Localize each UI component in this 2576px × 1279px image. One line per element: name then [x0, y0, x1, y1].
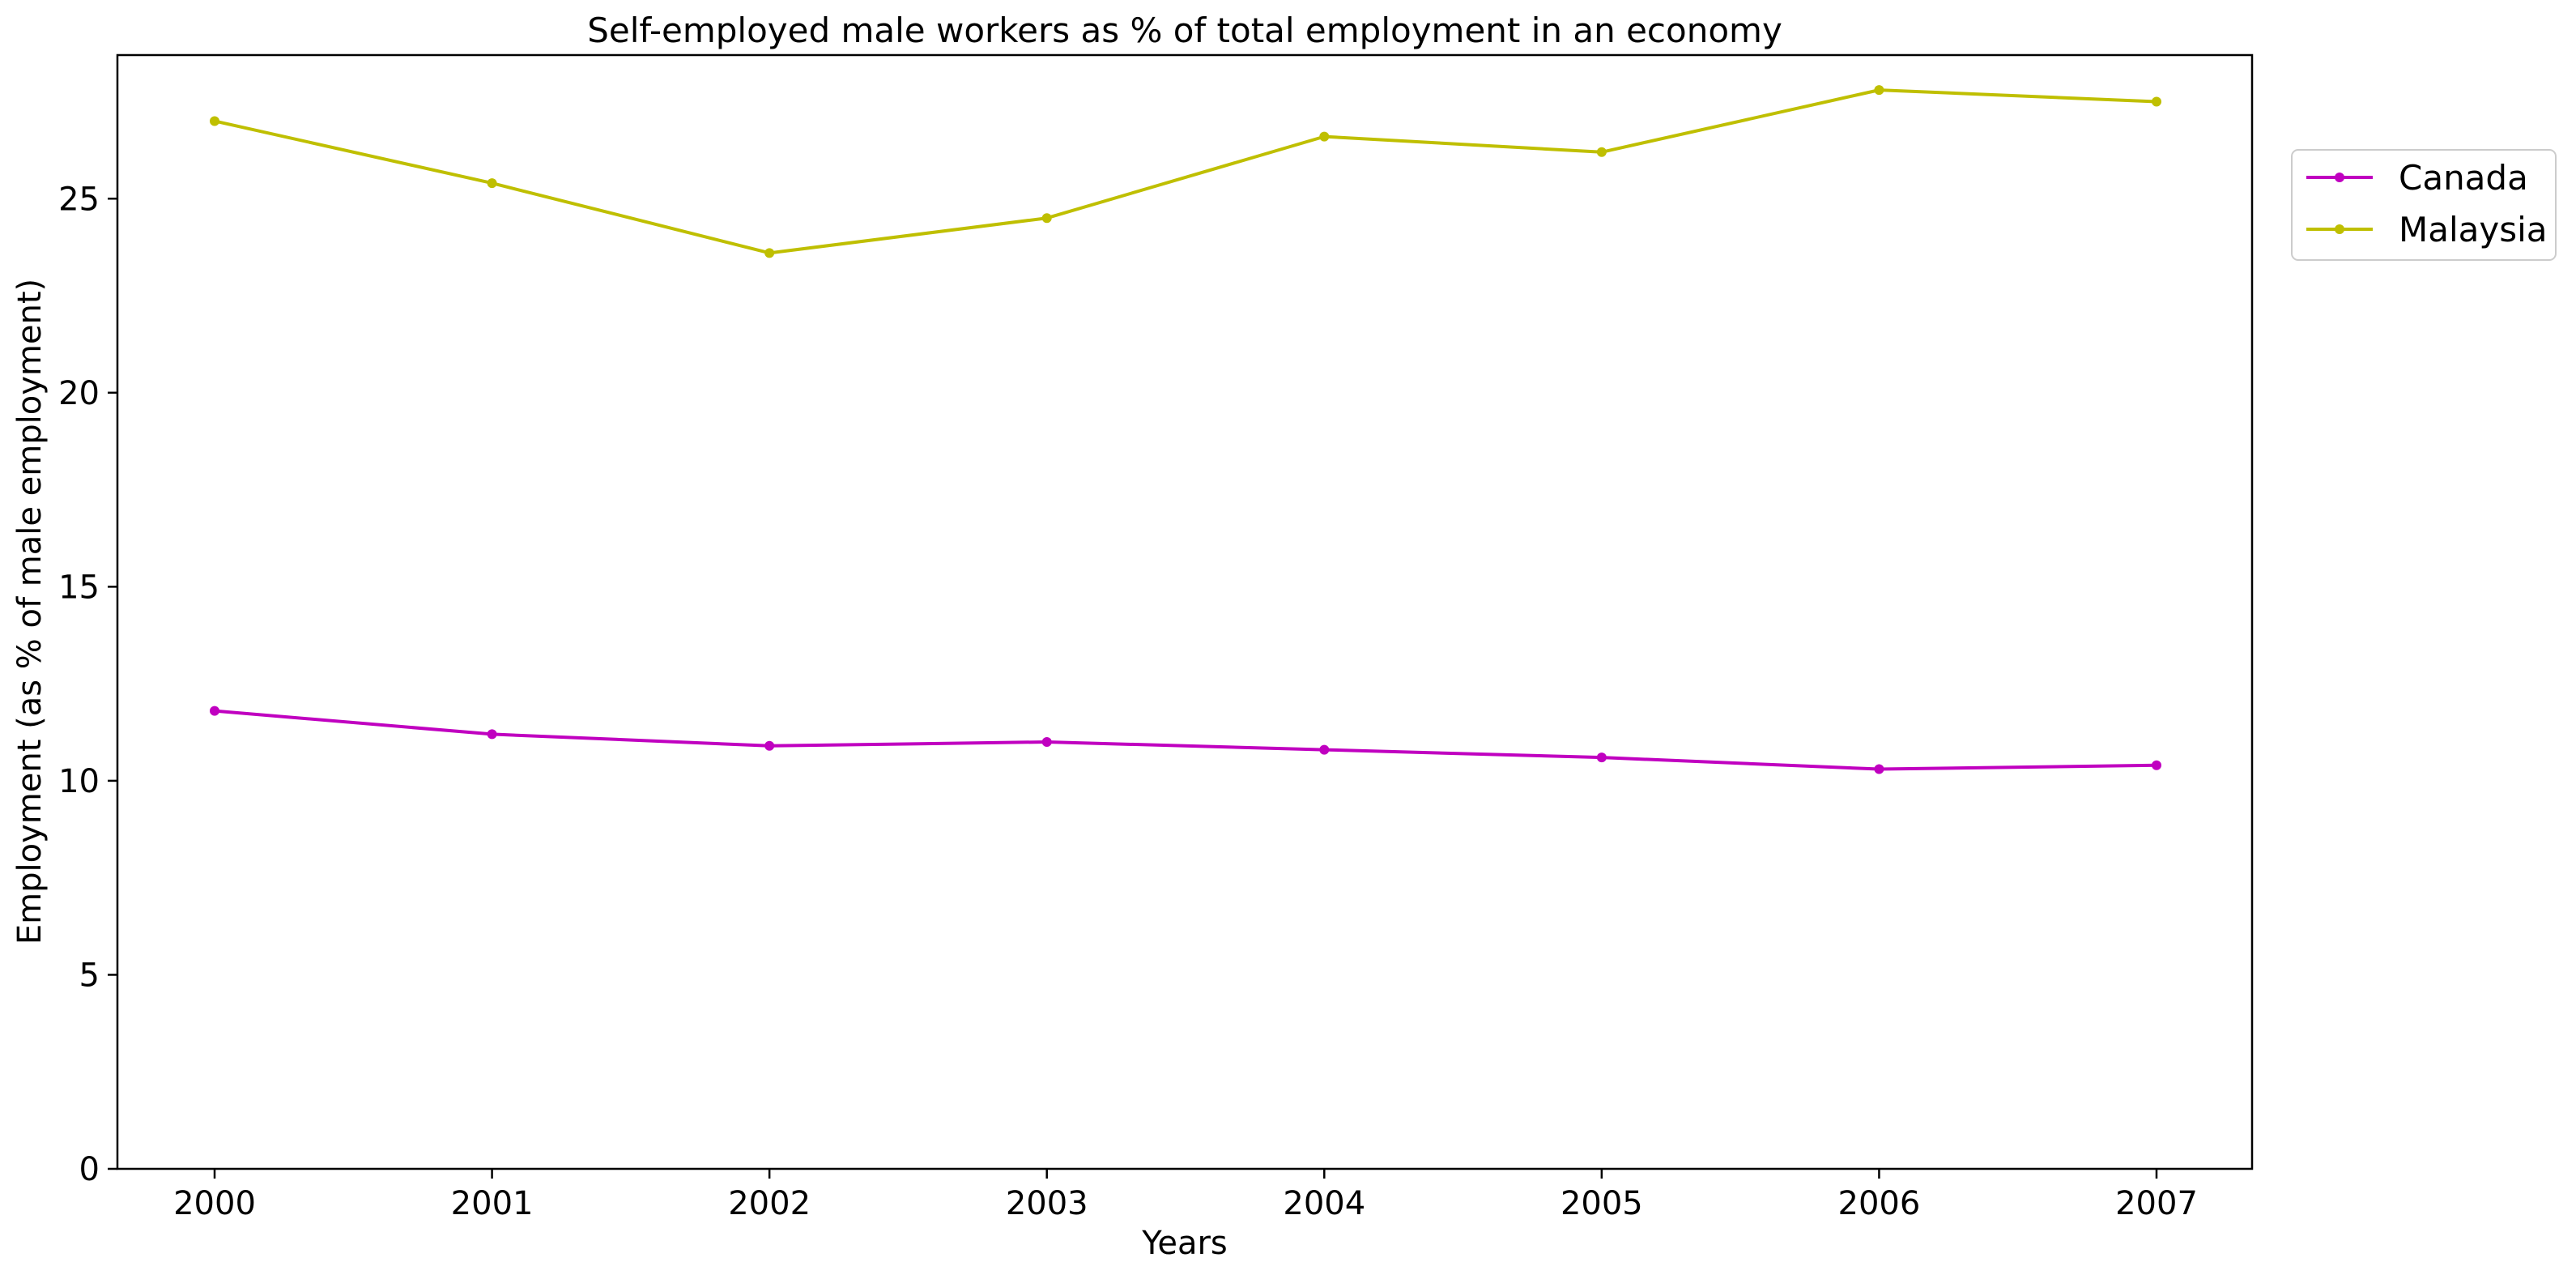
x-tick-label: 2000	[173, 1185, 256, 1222]
data-point	[210, 706, 219, 716]
data-point	[1874, 85, 1884, 96]
y-tick-label: 20	[58, 375, 100, 412]
data-point	[2152, 760, 2161, 770]
data-point	[1319, 131, 1330, 142]
legend-label: Malaysia	[2399, 210, 2548, 249]
y-axis-ticks: 0 5 10 15 20 25	[58, 181, 117, 1188]
legend-item-malaysia: Malaysia	[2306, 210, 2548, 249]
series-line	[214, 88, 2157, 255]
data-point	[1041, 213, 1052, 224]
data-point	[210, 116, 219, 126]
y-tick-label: 25	[58, 181, 100, 218]
y-axis-title: Employment (as % of male employment)	[11, 279, 49, 944]
x-tick-label: 2003	[1006, 1185, 1088, 1222]
x-tick-label: 2005	[1561, 1185, 1643, 1222]
legend-item-canada: Canada	[2306, 158, 2528, 198]
series-layer	[210, 85, 2161, 774]
data-point	[487, 729, 497, 740]
series-canada	[210, 706, 2161, 774]
y-tick-label: 15	[58, 569, 100, 606]
x-tick-label: 2002	[728, 1185, 811, 1222]
data-point	[2152, 96, 2161, 107]
data-point	[1596, 147, 1607, 157]
data-point	[1041, 736, 1052, 747]
y-tick-label: 10	[58, 763, 100, 800]
x-tick-label: 2007	[2115, 1185, 2198, 1222]
chart-title: Self-employed male workers as % of total…	[587, 11, 1782, 50]
x-axis-title: Years	[1141, 1225, 1228, 1262]
x-axis-ticks: 2000 2001 2002 2003 2004 2005 2006 2007	[173, 1169, 2198, 1222]
x-tick-label: 2001	[451, 1185, 534, 1222]
data-point	[1874, 764, 1884, 774]
series-line	[214, 709, 2157, 771]
legend-marker	[2335, 173, 2344, 182]
x-tick-label: 2006	[1838, 1185, 1921, 1222]
series-malaysia	[210, 85, 2161, 258]
y-tick-label: 0	[79, 1151, 100, 1188]
data-point	[1596, 752, 1607, 763]
y-tick-label: 5	[79, 957, 100, 994]
legend-label: Canada	[2399, 158, 2528, 198]
data-point	[1319, 744, 1330, 755]
data-point	[764, 248, 775, 258]
data-point	[764, 740, 775, 751]
legend-marker	[2335, 224, 2344, 234]
legend: Canada Malaysia	[2291, 149, 2557, 261]
x-tick-label: 2004	[1283, 1185, 1365, 1222]
data-point	[487, 178, 497, 189]
plot-frame	[116, 53, 2254, 1170]
